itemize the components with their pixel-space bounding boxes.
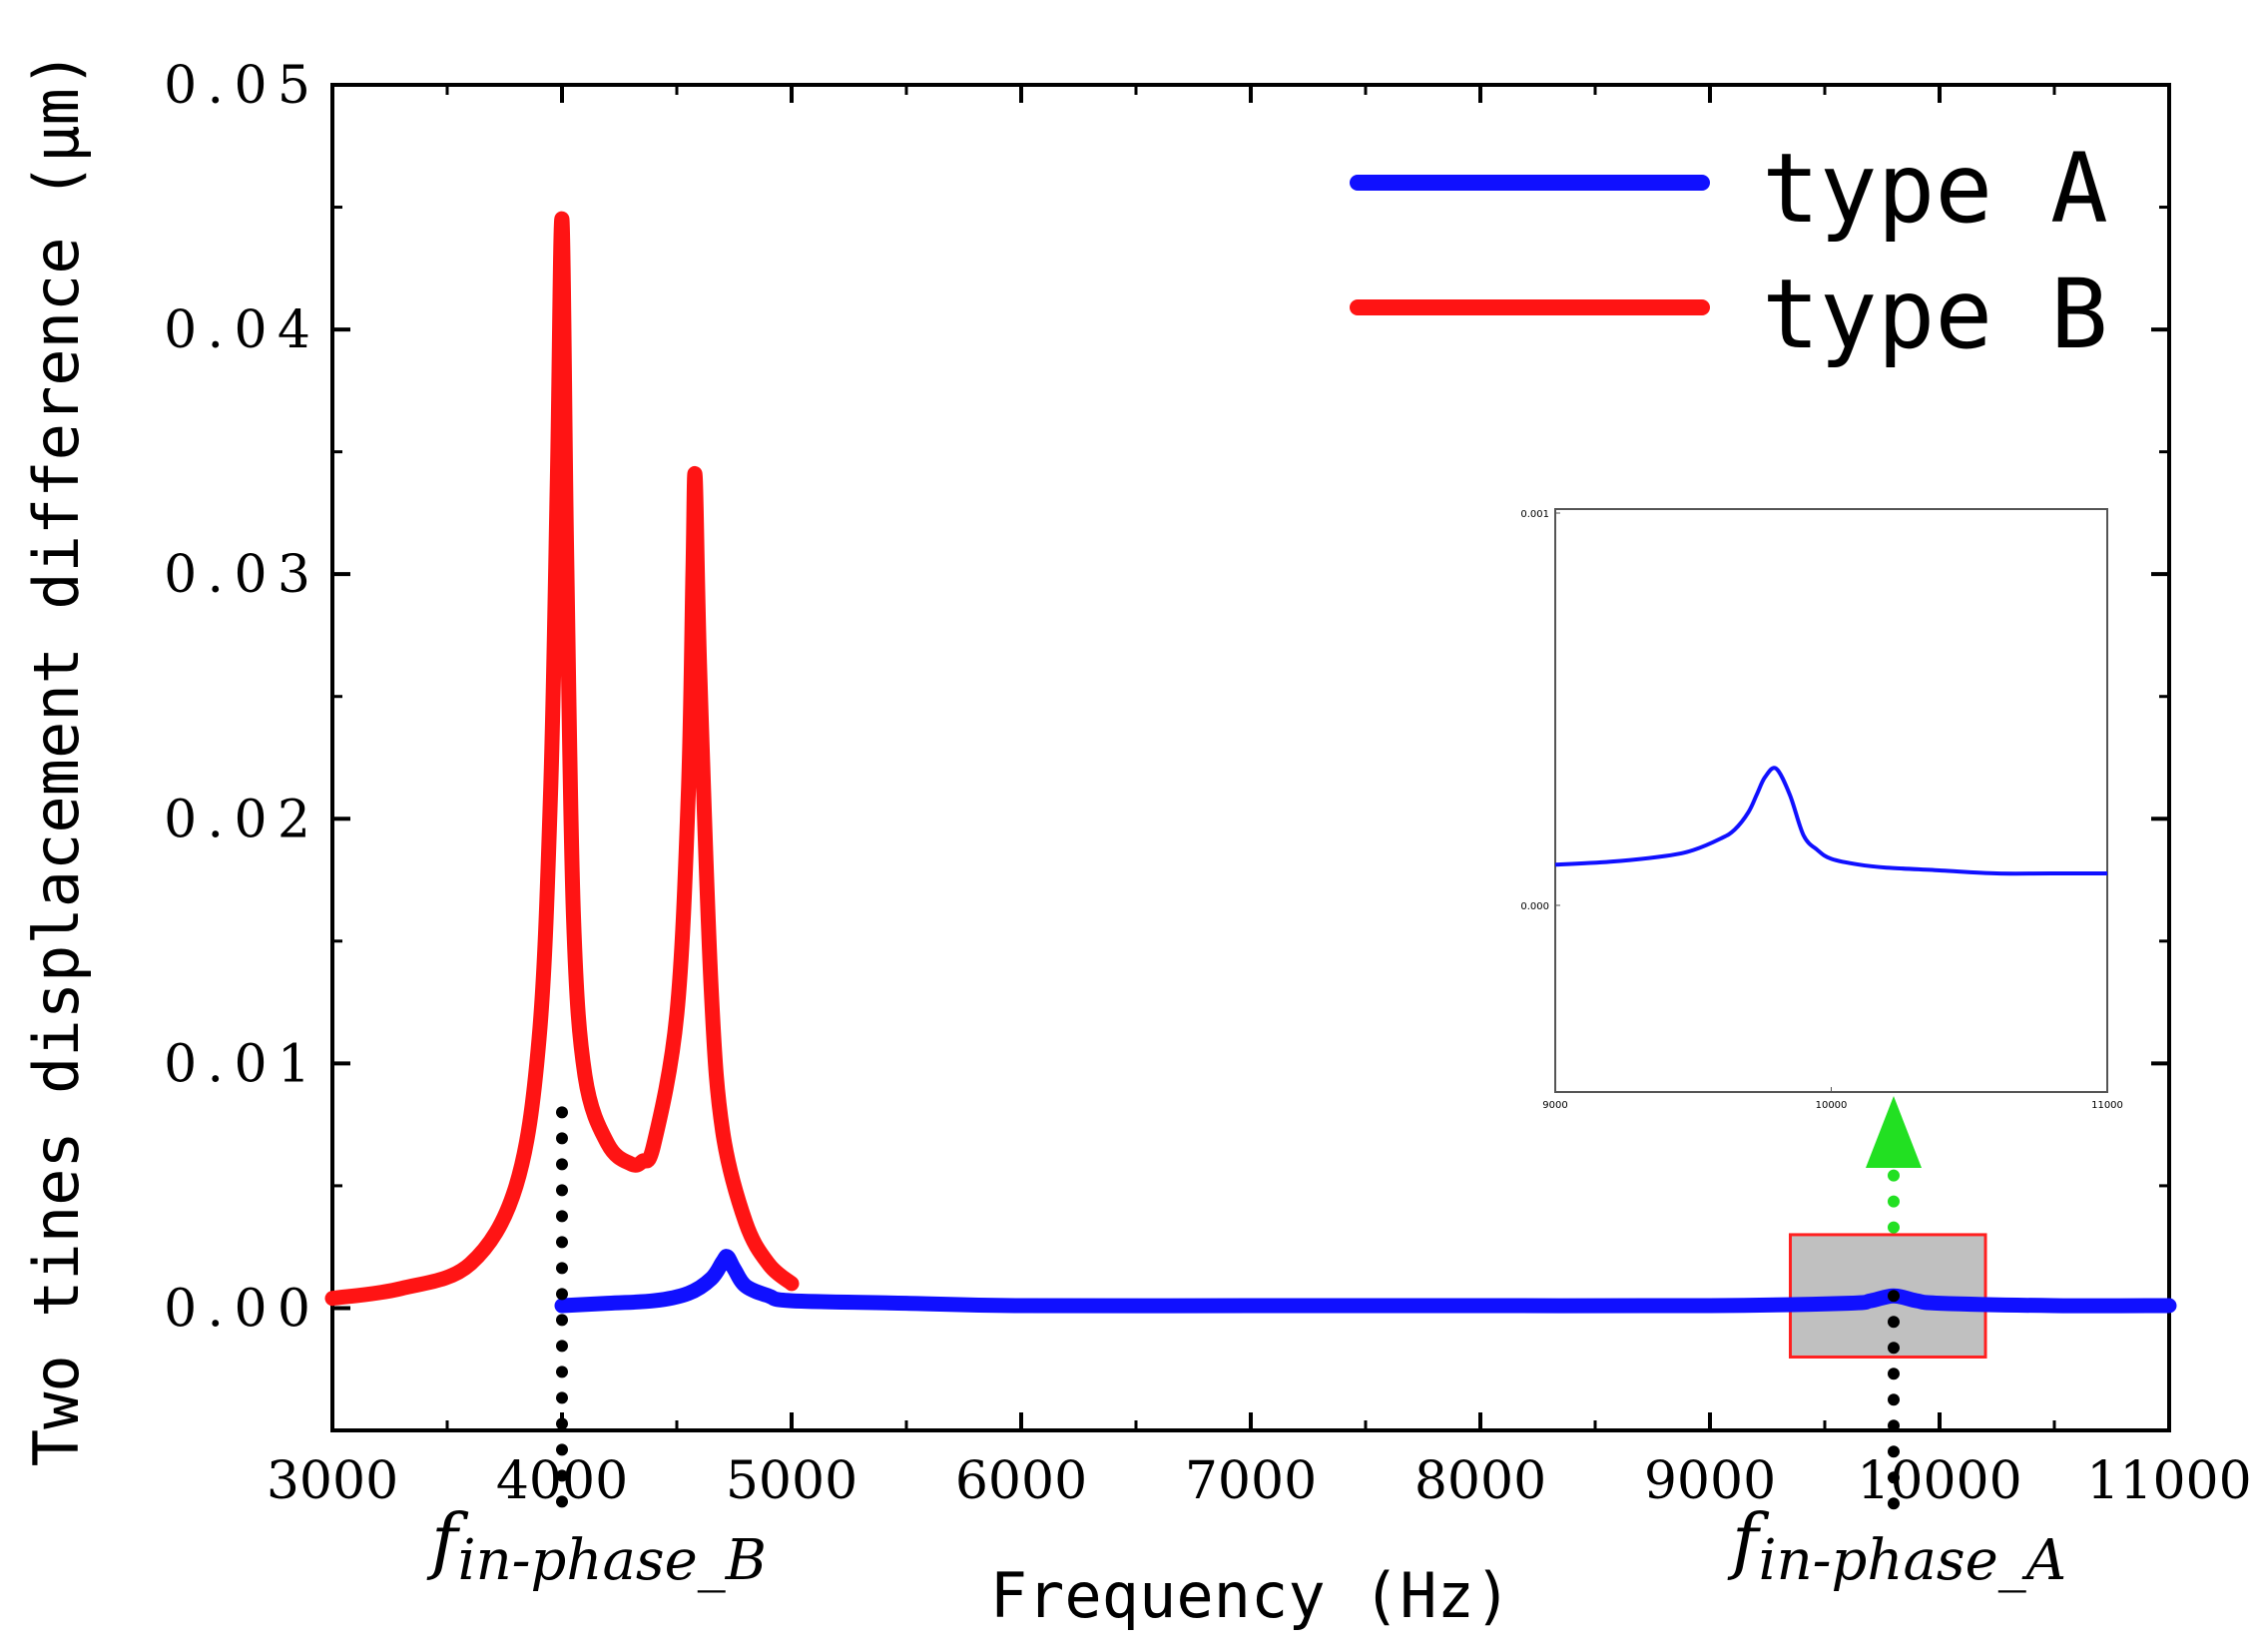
y-tick-label: 0 . 0 5 [164,56,310,116]
inset-y-tick-label: 0.000 [1520,901,1549,912]
legend: type A type B [1350,133,2108,370]
x-axis-title: Frequency (Hz) [990,1559,1512,1632]
x-tick-label: 3000 [267,1451,398,1511]
y-tick-label: 0 . 0 4 [164,300,310,360]
y-tick-label: 0 . 0 0 [164,1279,310,1339]
x-tick-label: 11000 [2086,1451,2251,1511]
inset-plot: 0.000 0.001 9000 10000 11000 [1520,508,2123,1111]
y-tick-label: 0 . 0 3 [164,545,310,605]
annotation-lines [556,1106,1900,1528]
inset-series-line [1554,766,2107,876]
x-tick-label: 7000 [1185,1451,1317,1511]
annotation-label-a: fin-phase_A [1727,1498,2066,1593]
x-tick-label: 6000 [955,1451,1087,1511]
x-tick-label: 10000 [1857,1451,2021,1511]
series-line-type-b [324,212,800,1307]
inset-x-tick-label: 10000 [1816,1100,1848,1111]
legend-label-type-a: type A [1762,133,2108,245]
y-tick-label: 0 . 0 1 [164,1034,310,1094]
y-axis-title: Two tines displacement difference (μm) [20,51,93,1466]
arrow-head [1866,1096,1922,1168]
inset-frame [1554,508,2108,1093]
x-tick-label: 5000 [726,1451,857,1511]
inset-x-tick-label: 11000 [2091,1100,2123,1111]
inset-series [1554,766,2107,876]
x-tick-label: 9000 [1644,1451,1776,1511]
y-tick-label: 0 . 0 2 [164,790,310,849]
inset-x-tick-label: 9000 [1542,1100,1567,1111]
zoom-arrow [1866,1096,1922,1234]
y-axis-ticks: 0 . 0 0 0 . 0 1 0 . 0 2 0 . 0 3 0 . 0 4 0 . 0… [164,56,2169,1339]
inset-y-tick-label: 0.001 [1520,509,1549,520]
legend-label-type-b: type B [1762,259,2108,370]
annotation-label-b: fin-phase_B [426,1498,767,1593]
inset-ticks: 0.000 0.001 9000 10000 11000 [1520,509,2123,1111]
x-tick-label: 8000 [1414,1451,1546,1511]
x-axis-ticks: 3000 4000 5000 6000 7000 8000 9000 10000 11000 [267,85,2252,1511]
